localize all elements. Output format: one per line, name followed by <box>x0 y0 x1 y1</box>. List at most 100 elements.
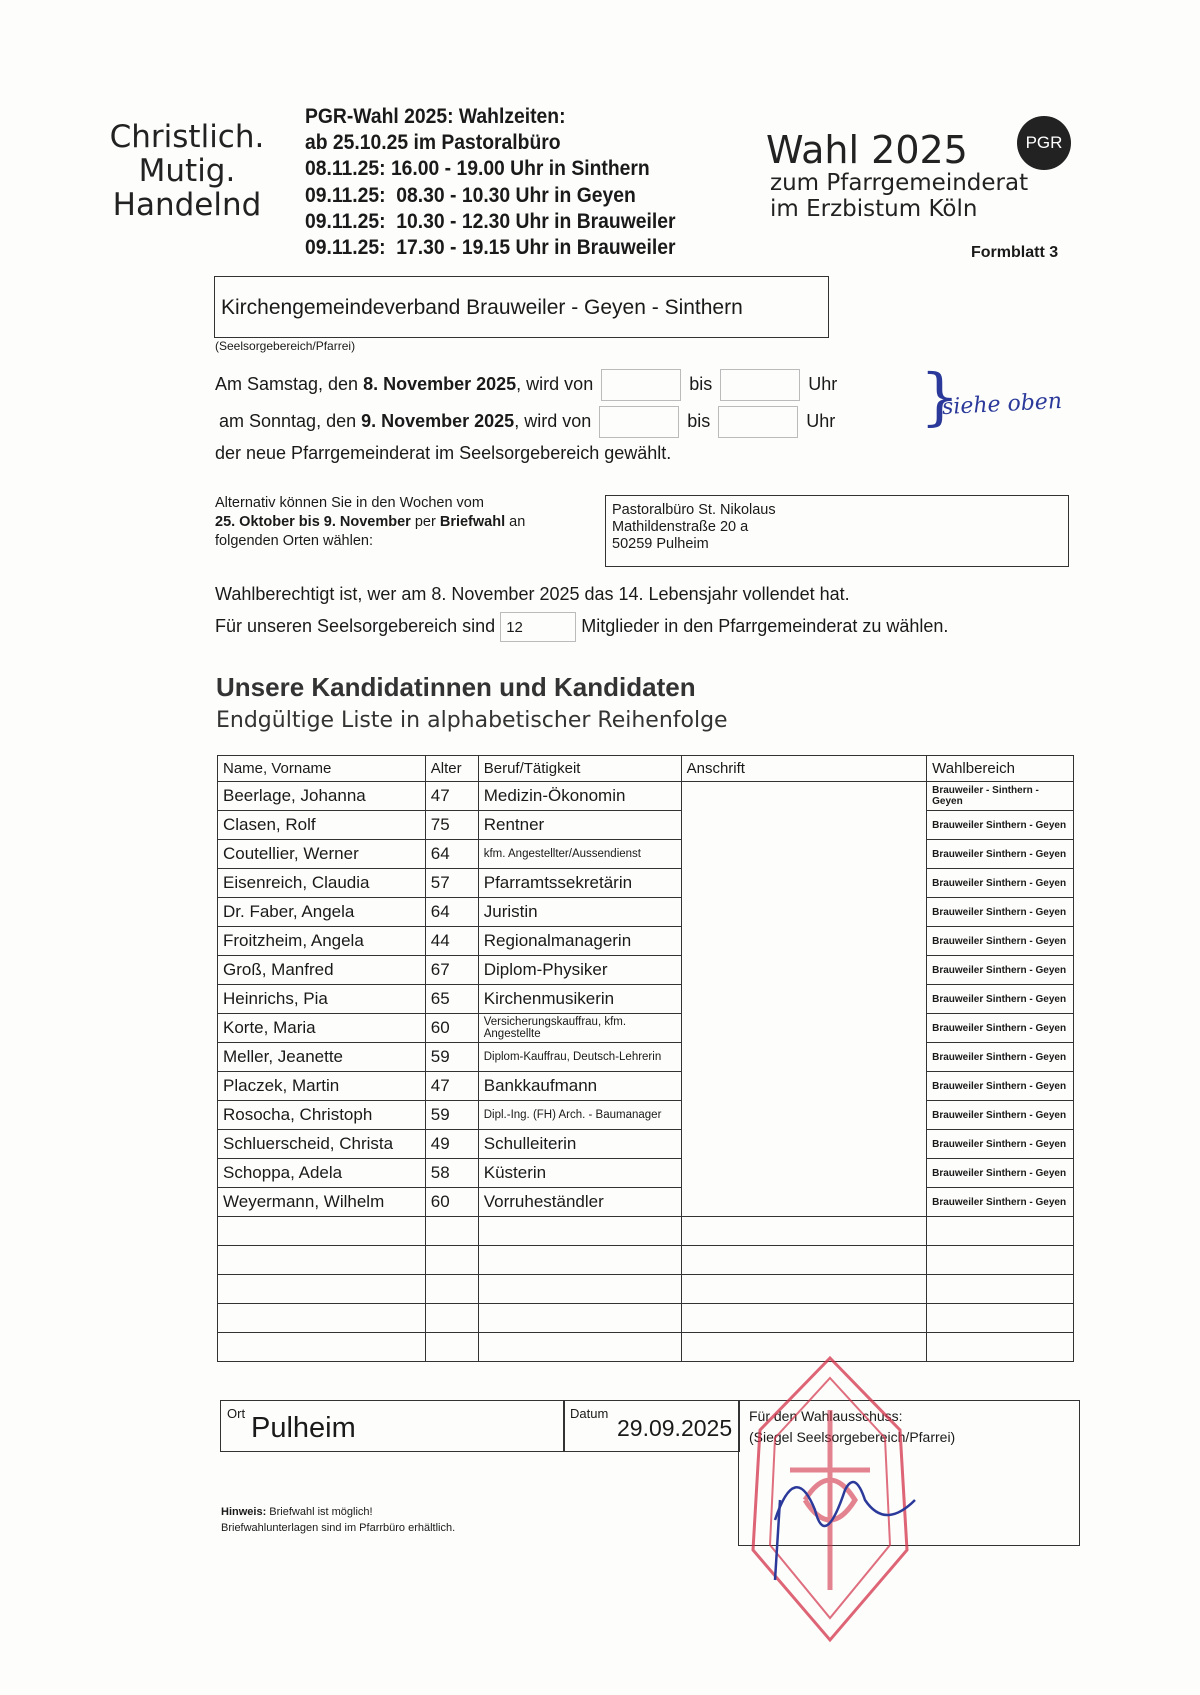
column-header: Beruf/Tätigkeit <box>477 755 682 782</box>
cell-age: 47 <box>424 1071 479 1101</box>
cell-address <box>680 839 928 869</box>
cell-area: Brauweiler Sinthern - Geyen <box>926 810 1074 840</box>
cell-occupation: Rentner <box>477 810 682 840</box>
empty-table-row <box>217 1245 1074 1275</box>
cell-address <box>680 955 928 985</box>
cell-age <box>424 1303 479 1333</box>
candidates-subheading: Endgültige Liste in alphabetischer Reihe… <box>216 708 728 733</box>
cell-age: 64 <box>424 897 479 927</box>
start-time-field[interactable] <box>601 369 682 401</box>
bis-label: bis <box>687 410 711 431</box>
cell-occupation: Medizin-Ökonomin <box>477 781 682 811</box>
bis-label: bis <box>689 373 713 394</box>
address-line: Mathildenstraße 20 a <box>612 519 749 535</box>
members-line: Für unseren Seelsorgebereich sind 12 Mit… <box>215 612 948 642</box>
cell-address <box>680 926 928 956</box>
cell-age: 57 <box>424 868 479 898</box>
cell-age: 75 <box>424 810 479 840</box>
table-row: Meller, Jeanette 59 Diplom-Kauffrau, Deuts… <box>217 1042 1074 1072</box>
cell-age <box>424 1245 479 1275</box>
briefwahl-text: Alternativ können Sie in den Wochen vom … <box>215 494 525 551</box>
empty-table-row <box>217 1274 1074 1304</box>
text: Alternativ können Sie in den Wochen vom <box>215 495 484 511</box>
slogan-line: Handelnd <box>112 187 262 223</box>
table-row: Coutellier, Werner 64 kfm. Angestellter/Au… <box>217 839 1074 869</box>
empty-table-row <box>217 1332 1074 1362</box>
cell-area: Brauweiler Sinthern - Geyen <box>926 1100 1074 1130</box>
cell-occupation <box>477 1303 682 1333</box>
text: per <box>410 514 440 530</box>
uhr-label: Uhr <box>808 373 838 394</box>
parish-seal-stamp <box>751 1355 916 1643</box>
cell-name: Beerlage, Johanna <box>217 781 426 811</box>
cell-area: Brauweiler Sinthern - Geyen <box>926 984 1074 1014</box>
text: Am Samstag, den <box>215 373 364 394</box>
cell-area: Brauweiler Sinthern - Geyen <box>926 1071 1074 1101</box>
cell-address <box>680 897 928 927</box>
cell-area <box>926 1303 1074 1333</box>
cell-occupation: Kirchenmusikerin <box>477 984 682 1014</box>
date: 8. November 2025 <box>363 373 517 394</box>
end-time-field[interactable] <box>718 406 799 438</box>
form-number: Formblatt 3 <box>971 244 1059 261</box>
members-count-field[interactable]: 12 <box>500 612 577 642</box>
cell-occupation: Vorruheständler <box>477 1187 682 1217</box>
cell-address <box>680 1245 928 1275</box>
text: 25. Oktober bis 9. November per Briefwah… <box>215 513 525 532</box>
table-row: Korte, Maria 60 Versicherungskauffrau, kfm… <box>217 1013 1074 1043</box>
cell-area: Brauweiler Sinthern - Geyen <box>926 839 1074 869</box>
eligibility: Wahlberechtigt ist, wer am 8. November 2… <box>215 584 850 604</box>
cell-age: 44 <box>424 926 479 956</box>
cell-area: Brauweiler Sinthern - Geyen <box>926 1187 1074 1217</box>
cell-area <box>926 1216 1074 1246</box>
saturday-line: Am Samstag, den 8. November 2025, wird v… <box>215 369 837 401</box>
table-row: Heinrichs, Pia 65 Kirchenmusikerin Brauweil… <box>217 984 1074 1014</box>
cell-area: Brauweiler Sinthern - Geyen <box>926 1042 1074 1072</box>
column-header: Name, Vorname <box>217 755 426 782</box>
uhr-label: Uhr <box>806 410 836 431</box>
pgr-badge: PGR <box>1017 116 1071 170</box>
cell-address <box>680 1100 928 1130</box>
text: folgenden Orten wählen: <box>215 533 373 549</box>
slogan: Christlich. Mutig. Handelnd <box>92 120 282 222</box>
cell-area: Brauweiler - Sinthern - Geyen <box>926 781 1074 811</box>
table-row: Schoppa, Adela 58 Küsterin Brauweiler Sinth… <box>217 1158 1074 1188</box>
cell-address <box>680 1158 928 1188</box>
datum-value: 29.09.2025 <box>617 1415 733 1441</box>
date: 9. November 2025 <box>361 410 515 431</box>
cell-occupation: Bankkaufmann <box>477 1071 682 1101</box>
cell-area: Brauweiler Sinthern - Geyen <box>926 926 1074 956</box>
parish-caption: (Seelsorgebereich/Pfarrei) <box>215 339 356 353</box>
cell-name: Heinrichs, Pia <box>217 984 426 1014</box>
cell-address <box>680 781 928 811</box>
cell-address <box>680 1042 928 1072</box>
table-row: Weyermann, Wilhelm 60 Vorruheständler Brauw… <box>217 1187 1074 1217</box>
cell-address <box>680 984 928 1014</box>
end-time-field[interactable] <box>720 369 801 401</box>
text: 25. Oktober bis 9. November <box>215 514 411 530</box>
start-time-field[interactable] <box>599 406 680 438</box>
cell-age <box>424 1274 479 1304</box>
cell-occupation: Juristin <box>477 897 682 927</box>
address-line: 50259 Pulheim <box>612 536 709 552</box>
hint: Hinweis: Briefwahl ist möglich! Briefwah… <box>221 1504 455 1536</box>
cell-name: Schluerscheid, Christa <box>217 1129 426 1159</box>
table-row: Eisenreich, Claudia 57 Pfarramtssekretärin… <box>217 868 1074 898</box>
cell-name <box>217 1332 426 1362</box>
times-line: 08.11.25: 16.00 - 19.00 Uhr in Sinthern <box>305 157 650 181</box>
committee-label: Für den Wahlausschuss: <box>749 1408 903 1424</box>
table-row: Schluerscheid, Christa 49 Schulleiterin Bra… <box>217 1129 1074 1159</box>
table-row: Clasen, Rolf 75 Rentner Brauweiler Sinthern… <box>217 810 1074 840</box>
cell-occupation: Diplom-Kauffrau, Deutsch-Lehrerin <box>477 1042 682 1072</box>
table-header: Name, Vorname Alter Beruf/Tätigkeit Ansc… <box>217 755 1074 782</box>
cell-address <box>680 810 928 840</box>
cell-area <box>926 1245 1074 1275</box>
cell-age: 65 <box>424 984 479 1014</box>
candidates-heading: Unsere Kandidatinnen und Kandidaten <box>216 672 696 702</box>
text: Mitglieder in den Pfarrgemeinderat zu wä… <box>581 615 949 636</box>
cell-address <box>680 1303 928 1333</box>
cell-age: 60 <box>424 1187 479 1217</box>
address-box: Pastoralbüro St. Nikolaus Mathildenstraß… <box>605 495 1069 567</box>
cell-address <box>680 1013 928 1043</box>
ort-value: Pulheim <box>251 1412 356 1444</box>
